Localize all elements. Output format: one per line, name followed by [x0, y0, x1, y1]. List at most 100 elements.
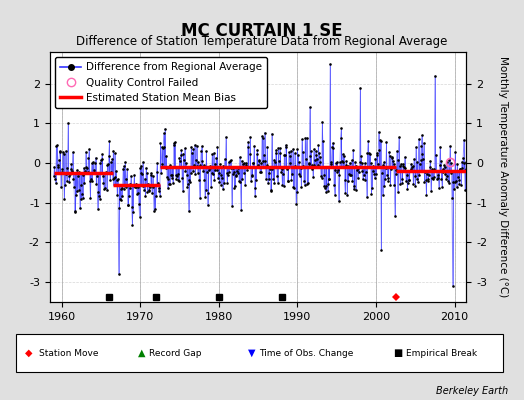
Point: [384, 178, 392, 184]
Point: [425, 164, 434, 170]
Point: [132, 184, 140, 191]
Point: [465, 170, 473, 176]
Point: [444, 178, 452, 184]
Point: [365, 164, 374, 171]
Point: [347, 157, 356, 164]
Point: [302, 156, 310, 162]
Point: [433, 174, 442, 181]
Point: [91, 159, 99, 166]
Point: [269, 176, 277, 182]
Point: [108, 176, 117, 182]
Point: [289, 146, 297, 152]
Point: [359, 176, 367, 182]
Point: [398, 180, 407, 186]
Point: [141, 192, 149, 199]
Point: [401, 165, 410, 172]
Point: [298, 136, 306, 142]
Point: [121, 186, 129, 192]
Point: [201, 193, 209, 200]
Point: [274, 180, 282, 186]
Point: [453, 160, 462, 167]
Point: [431, 73, 439, 79]
Point: [93, 205, 102, 212]
Point: [203, 202, 212, 208]
Point: [410, 173, 419, 179]
Point: [182, 172, 191, 178]
Point: [114, 271, 123, 278]
Point: [457, 158, 466, 165]
Point: [356, 84, 365, 91]
Point: [133, 191, 141, 197]
Point: [260, 152, 268, 158]
Point: [378, 192, 387, 198]
Point: [297, 164, 305, 171]
Point: [216, 182, 225, 188]
Point: [196, 162, 205, 168]
Point: [95, 193, 103, 199]
Point: [64, 173, 73, 179]
Point: [103, 187, 111, 194]
Point: [98, 151, 106, 158]
Point: [94, 188, 103, 195]
Point: [260, 129, 269, 136]
Point: [203, 169, 211, 175]
Point: [299, 163, 308, 169]
Point: [379, 159, 388, 165]
Point: [239, 170, 248, 176]
Point: [185, 177, 193, 184]
Point: [75, 169, 83, 175]
Point: [455, 181, 463, 187]
Point: [383, 138, 391, 145]
Point: [432, 168, 441, 174]
Point: [257, 160, 265, 166]
Point: [77, 182, 85, 188]
Point: [91, 154, 100, 161]
Point: [168, 174, 176, 181]
Point: [139, 183, 148, 189]
Point: [342, 162, 350, 168]
Text: ▲: ▲: [138, 348, 145, 358]
Point: [209, 150, 217, 156]
Point: [278, 182, 287, 188]
Point: [395, 163, 403, 170]
Point: [377, 247, 386, 254]
Point: [444, 157, 453, 163]
Point: [344, 178, 353, 184]
Text: ◆: ◆: [25, 348, 32, 358]
Point: [330, 182, 339, 189]
Point: [171, 172, 180, 179]
Point: [305, 161, 313, 168]
Point: [459, 154, 467, 161]
Point: [214, 175, 222, 182]
Point: [422, 176, 430, 183]
Point: [340, 153, 348, 160]
Point: [66, 179, 74, 186]
Point: [117, 197, 125, 203]
Point: [158, 160, 167, 167]
Point: [240, 160, 248, 166]
Point: [270, 157, 278, 164]
Point: [292, 200, 300, 207]
Point: [365, 149, 373, 156]
Point: [195, 195, 204, 201]
Point: [148, 190, 156, 196]
Point: [312, 152, 321, 158]
Point: [80, 180, 89, 186]
Point: [189, 146, 198, 152]
Point: [97, 156, 105, 163]
Point: [264, 180, 272, 186]
Point: [446, 159, 455, 166]
Point: [368, 185, 376, 192]
Point: [387, 165, 395, 172]
Point: [166, 181, 174, 187]
Point: [259, 158, 268, 165]
Point: [92, 180, 101, 187]
Point: [93, 173, 101, 179]
Point: [162, 153, 170, 160]
Point: [241, 182, 249, 188]
Point: [222, 134, 230, 140]
Point: [343, 192, 352, 198]
Point: [132, 181, 140, 187]
Point: [393, 148, 401, 154]
Point: [304, 160, 313, 166]
